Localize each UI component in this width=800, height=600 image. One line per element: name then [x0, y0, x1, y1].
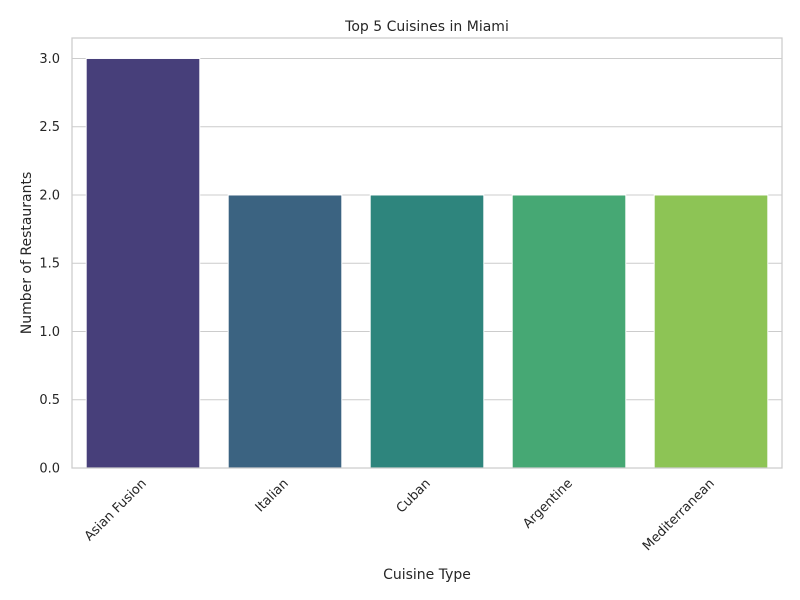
y-tick-label: 1.0	[39, 325, 60, 340]
plot-frame	[71, 37, 783, 469]
y-axis-label: Number of Restaurants	[19, 172, 35, 335]
y-tick-labels: 0.0 0.5 1.0 1.5 2.0 2.5 3.0	[39, 52, 60, 477]
bar-cuban	[369, 194, 485, 469]
y-tick-label: 0.5	[39, 393, 60, 408]
bar-argentine	[511, 194, 627, 469]
x-tick-label: Mediterranean	[640, 476, 718, 554]
bar-asian-fusion	[85, 57, 201, 469]
y-tick-label: 2.0	[39, 188, 60, 203]
x-tick-label: Cuban	[394, 476, 434, 516]
bar-mediterranean	[653, 194, 769, 469]
x-tick-label: Italian	[253, 476, 292, 515]
x-tick-labels: Asian Fusion Italian Cuban Argentine Mediter…	[82, 476, 718, 554]
y-tick-label: 2.5	[39, 120, 60, 135]
y-tick-label: 1.5	[39, 257, 60, 272]
x-tick-label: Argentine	[520, 476, 575, 531]
chart-title: Top 5 Cuisines in Miami	[344, 19, 509, 35]
x-tick-label: Asian Fusion	[82, 476, 150, 544]
bar-italian	[227, 194, 343, 469]
y-tick-label: 3.0	[39, 52, 60, 67]
bars-layer	[85, 57, 769, 469]
x-axis-label: Cuisine Type	[383, 567, 471, 583]
y-tick-label: 0.0	[39, 462, 60, 477]
